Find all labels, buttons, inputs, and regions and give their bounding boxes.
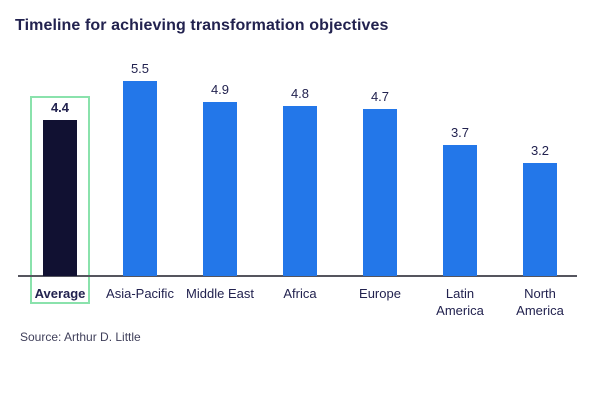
bar-value-label: 4.7: [370, 89, 390, 104]
bar-value-label: 3.7: [450, 125, 470, 140]
category-label: Asia-Pacific: [106, 286, 174, 301]
x-axis-line: [18, 275, 577, 277]
chart-title: Timeline for achieving transformation ob…: [15, 17, 389, 34]
bar-value-label: 3.2: [530, 143, 550, 158]
source-note: Source: Arthur D. Little: [20, 330, 141, 344]
bar-chart: 4.4 Average 5.5 Asia-Pacific 4.9 Middle East 4…: [18, 60, 580, 320]
category-label: Middle East: [186, 286, 254, 301]
bar-europe: [363, 109, 397, 276]
bar-north-america: [523, 163, 557, 276]
bar-latin-america: [443, 145, 477, 276]
category-label: North America: [516, 286, 564, 318]
bar-asia-pacific: [123, 81, 157, 276]
bar-value-label: 5.5: [130, 61, 150, 76]
bar-average: [43, 120, 77, 276]
category-label: Europe: [359, 286, 401, 301]
bar-middle-east: [203, 102, 237, 276]
bar-africa: [283, 106, 317, 276]
bar-value-label: 4.8: [290, 86, 310, 101]
category-label: Average: [34, 286, 86, 301]
bar-value-label: 4.4: [50, 100, 70, 115]
average-highlight-box: [30, 96, 90, 304]
category-label: Africa: [283, 286, 317, 301]
category-label: Latin America: [436, 286, 484, 318]
bar-value-label: 4.9: [210, 82, 230, 97]
